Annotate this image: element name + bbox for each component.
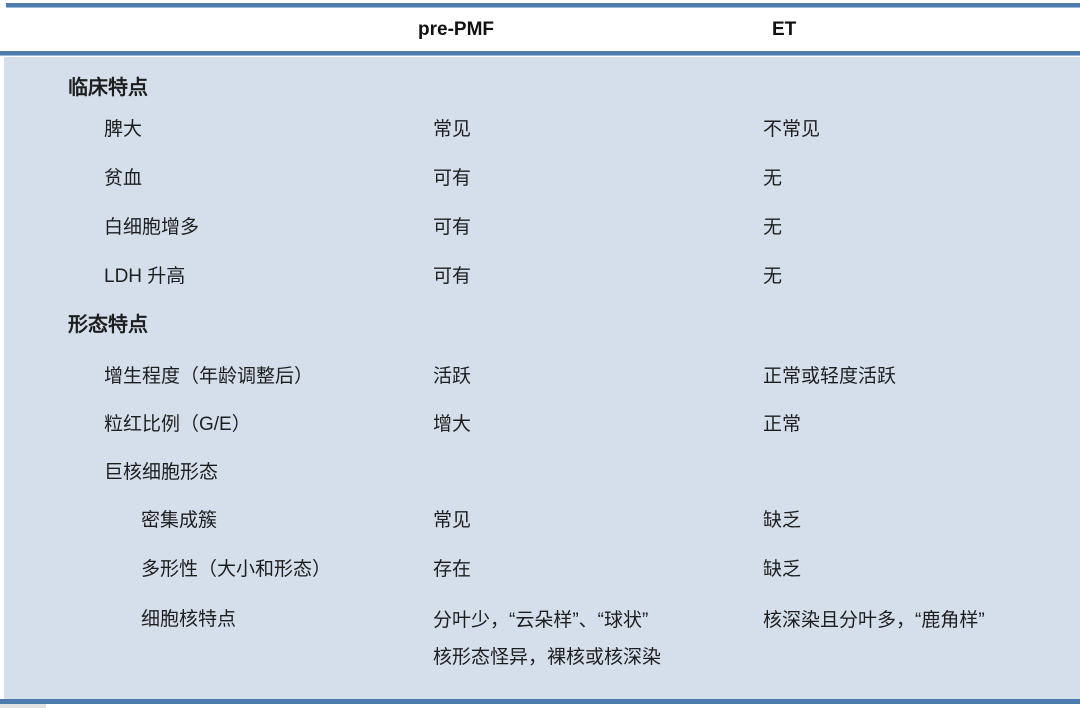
table-row-leukocytosis: 白细胞增多 可有 无 bbox=[4, 215, 1080, 241]
row-label: 粒红比例（G/E） bbox=[104, 414, 251, 435]
table-row-cellularity: 增生程度（年龄调整后） 活跃 正常或轻度活跃 bbox=[4, 364, 1080, 390]
table-row-splenomegaly: 脾大 常见 不常见 bbox=[4, 117, 1080, 143]
et-value: 核深染且分叶多，“鹿角样” bbox=[763, 610, 985, 631]
et-value: 不常见 bbox=[763, 119, 821, 140]
row-label: 白细胞增多 bbox=[104, 217, 200, 238]
table-header-divider bbox=[0, 51, 1080, 56]
table-bottom-border bbox=[0, 699, 1080, 704]
et-value: 缺乏 bbox=[763, 510, 802, 531]
table-header-row: pre-PMF ET bbox=[0, 17, 1080, 43]
prepmf-value: 存在 bbox=[433, 559, 472, 580]
table-row-anemia: 贫血 可有 无 bbox=[4, 166, 1080, 192]
row-label: 密集成簇 bbox=[141, 510, 218, 531]
column-header-pre-pmf: pre-PMF bbox=[418, 19, 494, 40]
et-value: 正常 bbox=[763, 414, 802, 435]
table-row-ge-ratio: 粒红比例（G/E） 增大 正常 bbox=[4, 412, 1080, 438]
et-value: 缺乏 bbox=[763, 559, 802, 580]
row-label: 增生程度（年龄调整后） bbox=[104, 366, 314, 387]
table-row-section-morphology: 形态特点 bbox=[4, 312, 1080, 338]
section-label: 形态特点 bbox=[68, 314, 148, 336]
table-row-section-clinical: 临床特点 bbox=[4, 75, 1080, 101]
table-row-pleomorphism: 多形性（大小和形态） 存在 缺乏 bbox=[4, 557, 1080, 583]
table-row-megakaryocyte-morphology: 巨核细胞形态 bbox=[4, 460, 1080, 486]
prepmf-value: 常见 bbox=[433, 119, 472, 140]
et-value: 正常或轻度活跃 bbox=[763, 366, 897, 387]
row-label: 巨核细胞形态 bbox=[104, 462, 219, 483]
row-label: 多形性（大小和形态） bbox=[141, 559, 332, 580]
row-label: LDH 升高 bbox=[104, 266, 186, 287]
table-body: 临床特点 脾大 常见 不常见 贫血 可有 无 白细胞增多 可有 无 LDH 升高… bbox=[4, 57, 1080, 699]
prepmf-value: 可有 bbox=[433, 217, 472, 238]
row-label: 细胞核特点 bbox=[141, 609, 237, 630]
row-label: 贫血 bbox=[104, 168, 143, 189]
prepmf-value: 活跃 bbox=[433, 366, 472, 387]
table-top-border bbox=[6, 3, 1080, 8]
et-value: 无 bbox=[763, 168, 783, 189]
prepmf-value: 分叶少，“云朵样”、“球状” 核形态怪异，裸核或核深染 bbox=[433, 610, 662, 668]
column-header-et: ET bbox=[772, 19, 797, 40]
table-row-ldh: LDH 升高 可有 无 bbox=[4, 264, 1080, 290]
prepmf-value: 常见 bbox=[433, 510, 472, 531]
prepmf-value: 可有 bbox=[433, 266, 472, 287]
table-row-dense-clusters: 密集成簇 常见 缺乏 bbox=[4, 508, 1080, 534]
row-label: 脾大 bbox=[104, 119, 143, 140]
table-row-nuclear-features: 细胞核特点 分叶少，“云朵样”、“球状” 核形态怪异，裸核或核深染 核深染且分叶… bbox=[4, 607, 1080, 668]
et-value: 无 bbox=[763, 266, 783, 287]
prepmf-value: 可有 bbox=[433, 168, 472, 189]
section-label: 临床特点 bbox=[68, 77, 148, 99]
prepmf-value: 增大 bbox=[433, 414, 472, 435]
et-value: 无 bbox=[763, 217, 783, 238]
bottom-left-gray-strip bbox=[0, 704, 46, 708]
